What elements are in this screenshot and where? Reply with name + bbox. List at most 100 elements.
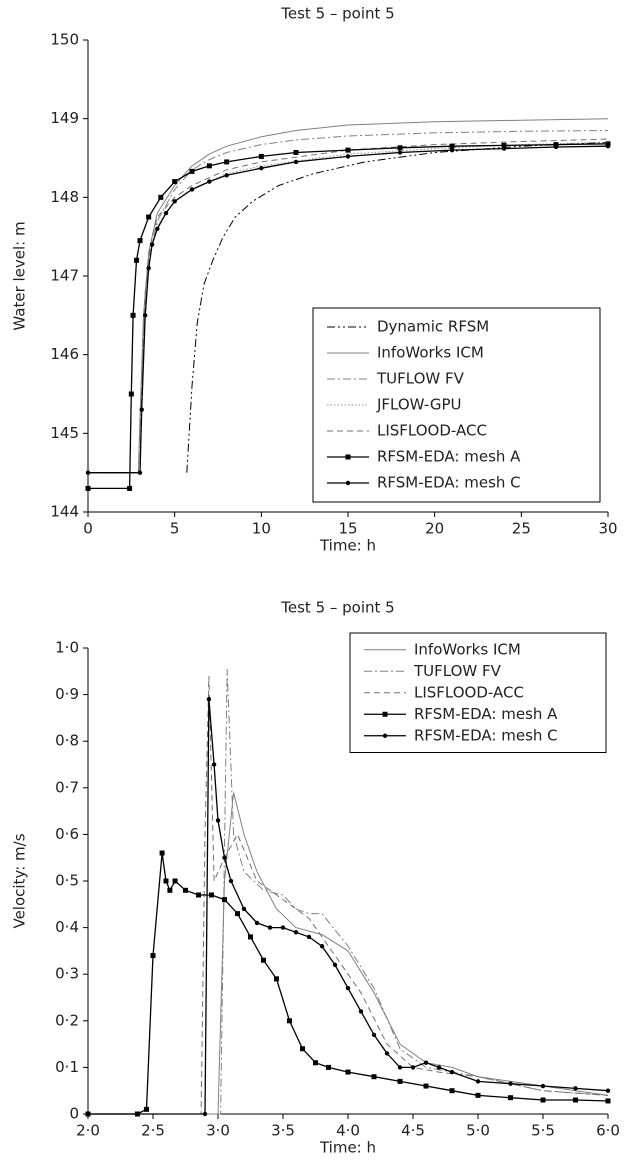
data-point (134, 257, 140, 263)
series-line (88, 852, 609, 1115)
data-point (167, 887, 173, 893)
series-line (88, 145, 609, 474)
data-point (150, 953, 156, 959)
legend-label: Dynamic RFSM (377, 318, 489, 336)
data-point (215, 818, 221, 823)
series-line (88, 143, 609, 490)
y-tick-label: 147 (50, 267, 79, 285)
data-point (449, 147, 455, 153)
data-point (540, 1083, 546, 1089)
legend-marker (382, 711, 388, 717)
legend-marker (345, 454, 351, 460)
data-point (553, 144, 559, 150)
chart-title: Test 5 – point 5 (280, 599, 394, 617)
data-point (258, 153, 264, 159)
data-point (206, 697, 212, 702)
legend-label: RFSM-EDA: mesh A (377, 448, 521, 466)
data-point (267, 925, 273, 930)
x-axis-label: Time: h (319, 537, 376, 555)
legend-label: RFSM-EDA: mesh A (414, 705, 558, 723)
x-tick-label: 5·5 (531, 1122, 555, 1140)
data-point (397, 145, 403, 151)
x-tick-label: 25 (512, 520, 531, 538)
data-point (189, 168, 195, 174)
data-point (196, 892, 201, 898)
series-line (88, 138, 609, 474)
data-point (475, 1079, 481, 1084)
data-point (139, 407, 144, 412)
legend-label: RFSM-EDA: mesh C (377, 474, 521, 492)
data-point (248, 934, 253, 940)
data-point (371, 1032, 377, 1037)
data-point (259, 166, 264, 171)
data-point (209, 892, 214, 898)
y-tick-label: 0·1 (55, 1058, 79, 1076)
y-tick-label: 145 (50, 424, 79, 442)
data-point (172, 878, 178, 884)
data-point (127, 485, 133, 491)
data-point (183, 887, 188, 893)
data-point (202, 1111, 208, 1117)
legend-label: RFSM-EDA: mesh C (414, 726, 558, 744)
data-point (130, 312, 136, 318)
data-point (241, 906, 247, 912)
data-point (293, 930, 299, 935)
legend-label: TUFLOW FV (413, 662, 502, 680)
y-tick-label: 150 (50, 31, 79, 49)
y-tick-label: 144 (50, 503, 79, 521)
x-tick-label: 10 (252, 520, 271, 538)
data-point (319, 944, 325, 949)
y-tick-label: 0·3 (55, 965, 79, 983)
data-point (605, 1098, 611, 1104)
data-point (137, 238, 143, 244)
data-point (235, 911, 240, 917)
x-tick-label: 15 (338, 520, 357, 538)
data-point (85, 1111, 91, 1117)
series-line (186, 141, 609, 473)
data-point (475, 1092, 481, 1098)
data-point (207, 179, 212, 184)
data-point (158, 194, 164, 200)
y-tick-label: 0·2 (55, 1011, 79, 1029)
legend-label: LISFLOOD-ACC (414, 683, 524, 701)
data-point (397, 1065, 403, 1070)
y-tick-label: 0·8 (55, 732, 79, 750)
y-tick-label: 0·6 (55, 825, 79, 843)
data-point (553, 142, 559, 148)
data-point (224, 159, 230, 165)
y-tick-label: 149 (50, 109, 79, 127)
data-point (293, 159, 299, 165)
x-tick-label: 6·0 (596, 1122, 620, 1140)
data-point (293, 149, 299, 155)
data-point (189, 187, 195, 192)
legend-marker (382, 733, 388, 738)
y-tick-label: 0·7 (55, 778, 79, 796)
data-point (261, 957, 266, 963)
data-point (159, 850, 165, 856)
data-point (410, 1065, 416, 1070)
x-tick-label: 4·0 (336, 1122, 360, 1140)
series-line (88, 792, 609, 1115)
data-point (605, 144, 611, 149)
series-line (88, 699, 609, 1115)
x-tick-label: 30 (598, 520, 617, 538)
x-tick-label: 3·0 (206, 1122, 230, 1140)
data-point (326, 1064, 331, 1070)
data-point (287, 1018, 292, 1024)
data-point (172, 179, 178, 185)
x-tick-label: 0 (83, 520, 93, 538)
data-point (384, 1051, 390, 1056)
data-point (224, 173, 229, 178)
x-tick-label: 5 (170, 520, 180, 538)
data-point (222, 897, 227, 903)
x-tick-label: 2·0 (76, 1122, 100, 1140)
legend-label: JFLOW-GPU (376, 396, 462, 414)
data-point (449, 143, 455, 149)
data-point (449, 1088, 455, 1094)
data-point (345, 154, 351, 159)
data-point (149, 242, 155, 247)
data-point (573, 1097, 578, 1103)
data-point (605, 1088, 611, 1093)
data-point (137, 470, 143, 475)
